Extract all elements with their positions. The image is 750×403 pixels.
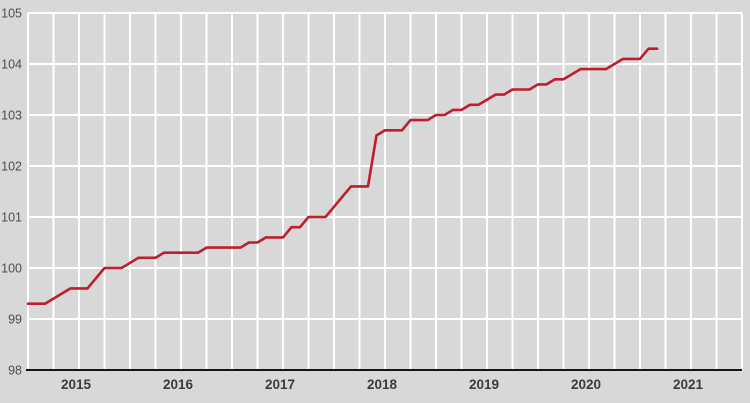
series-line (26, 47, 659, 306)
x-tick-label: 2015 (61, 377, 92, 392)
vertical-gridlines (27, 13, 743, 370)
x-axis-labels: 2015 2016 2017 2018 2019 2020 2021 (61, 377, 704, 392)
y-tick-label: 105 (1, 7, 22, 21)
y-tick-label: 104 (1, 58, 22, 72)
horizontal-gridlines (28, 12, 742, 320)
x-tick-label: 2020 (571, 377, 601, 392)
x-tick-label: 2018 (367, 377, 398, 392)
y-tick-label: 103 (1, 109, 22, 123)
x-tick-label: 2017 (265, 377, 295, 392)
x-tick-label: 2016 (163, 377, 194, 392)
y-tick-label: 100 (1, 262, 22, 276)
y-tick-label: 102 (1, 160, 22, 174)
data-series (26, 47, 659, 306)
y-tick-label: 98 (8, 364, 22, 378)
x-tick-label: 2019 (469, 377, 499, 392)
y-axis-labels: 98 99 100 101 102 103 104 105 (1, 7, 22, 378)
x-tick-label: 2021 (673, 377, 704, 392)
y-tick-label: 101 (1, 211, 22, 225)
y-tick-label: 99 (8, 313, 22, 327)
